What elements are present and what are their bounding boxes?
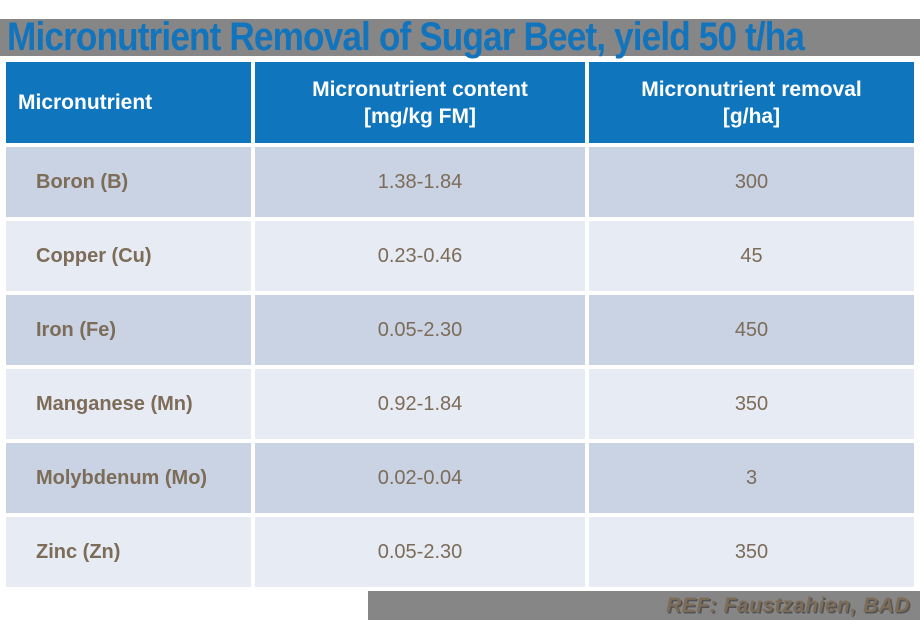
micronutrient-table: Micronutrient Micronutrient content [mg/… (2, 58, 918, 591)
table-header-row: Micronutrient Micronutrient content [mg/… (6, 62, 914, 143)
header-micronutrient: Micronutrient (6, 62, 251, 143)
table-row: Iron (Fe) 0.05-2.30 450 (6, 295, 914, 365)
cell-removal: 350 (589, 517, 914, 587)
cell-content: 0.05-2.30 (255, 295, 585, 365)
cell-micronutrient: Boron (B) (6, 147, 251, 217)
reference-text: REF: Faustzahien, BAD (666, 594, 910, 617)
header-removal-line2: [g/ha] (722, 104, 781, 128)
cell-content: 1.38-1.84 (255, 147, 585, 217)
cell-micronutrient: Zinc (Zn) (6, 517, 251, 587)
cell-content: 0.92-1.84 (255, 369, 585, 439)
table-row: Zinc (Zn) 0.05-2.30 350 (6, 517, 914, 587)
table-row: Boron (B) 1.38-1.84 300 (6, 147, 914, 217)
cell-removal: 450 (589, 295, 914, 365)
cell-removal: 350 (589, 369, 914, 439)
table-row: Molybdenum (Mo) 0.02-0.04 3 (6, 443, 914, 513)
header-content: Micronutrient content [mg/kg FM] (255, 62, 585, 143)
cell-micronutrient: Iron (Fe) (6, 295, 251, 365)
cell-micronutrient: Molybdenum (Mo) (6, 443, 251, 513)
cell-content: 0.23-0.46 (255, 221, 585, 291)
cell-content: 0.05-2.30 (255, 517, 585, 587)
cell-removal: 3 (589, 443, 914, 513)
header-content-line1: Micronutrient content (312, 77, 528, 101)
header-removal: Micronutrient removal [g/ha] (589, 62, 914, 143)
cell-micronutrient: Manganese (Mn) (6, 369, 251, 439)
reference-bar: REF: Faustzahien, BAD (368, 591, 920, 620)
table-row: Copper (Cu) 0.23-0.46 45 (6, 221, 914, 291)
cell-removal: 300 (589, 147, 914, 217)
title-bar: Micronutrient Removal of Sugar Beet, yie… (0, 15, 920, 59)
cell-removal: 45 (589, 221, 914, 291)
table-row: Manganese (Mn) 0.92-1.84 350 (6, 369, 914, 439)
header-removal-line1: Micronutrient removal (641, 77, 862, 101)
page-title: Micronutrient Removal of Sugar Beet, yie… (7, 15, 805, 59)
header-content-line2: [mg/kg FM] (364, 104, 476, 128)
cell-content: 0.02-0.04 (255, 443, 585, 513)
header-micronutrient-label: Micronutrient (18, 91, 153, 114)
cell-micronutrient: Copper (Cu) (6, 221, 251, 291)
